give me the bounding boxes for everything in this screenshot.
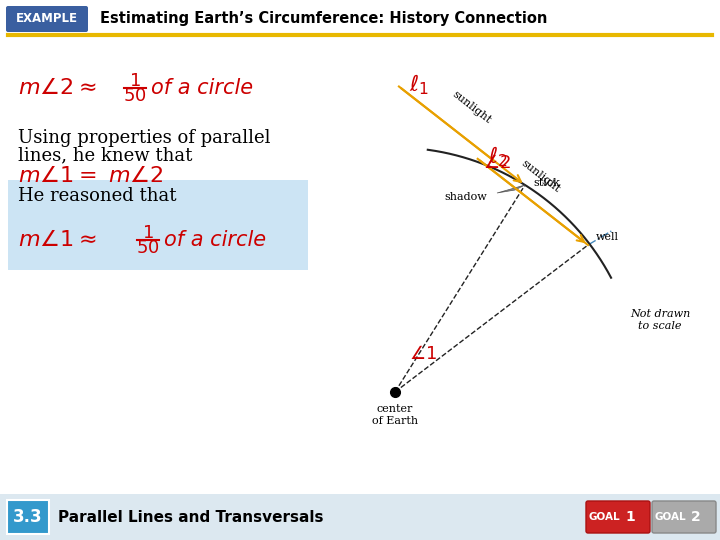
Text: $1$: $1$ bbox=[129, 72, 141, 90]
Text: sunlight: sunlight bbox=[520, 158, 562, 194]
Text: shadow: shadow bbox=[444, 192, 487, 202]
Text: 1: 1 bbox=[625, 510, 635, 524]
FancyBboxPatch shape bbox=[8, 180, 308, 270]
Text: Using properties of parallel: Using properties of parallel bbox=[18, 129, 271, 147]
Text: $\angle 1$: $\angle 1$ bbox=[409, 345, 437, 363]
FancyBboxPatch shape bbox=[0, 494, 720, 540]
Text: 3.3: 3.3 bbox=[13, 508, 42, 526]
FancyBboxPatch shape bbox=[6, 6, 88, 32]
Text: sunlight: sunlight bbox=[451, 90, 493, 126]
Text: of a circle: of a circle bbox=[164, 230, 266, 250]
Text: $m\angle 2 \approx$: $m\angle 2 \approx$ bbox=[18, 78, 96, 98]
FancyBboxPatch shape bbox=[586, 501, 650, 533]
Text: of a circle: of a circle bbox=[151, 78, 253, 98]
Text: center
of Earth: center of Earth bbox=[372, 404, 418, 426]
Text: lines, he knew that: lines, he knew that bbox=[18, 146, 192, 164]
Text: $\angle 2$: $\angle 2$ bbox=[483, 154, 511, 172]
Text: stick: stick bbox=[533, 178, 560, 188]
Text: He reasoned that: He reasoned that bbox=[18, 187, 176, 205]
Text: $m\angle 1 \approx$: $m\angle 1 \approx$ bbox=[18, 230, 96, 251]
Text: 2: 2 bbox=[691, 510, 701, 524]
Text: $50$: $50$ bbox=[123, 87, 147, 105]
Text: Parallel Lines and Transversals: Parallel Lines and Transversals bbox=[58, 510, 323, 524]
Text: Estimating Earth’s Circumference: History Connection: Estimating Earth’s Circumference: Histor… bbox=[100, 11, 547, 26]
Text: $1$: $1$ bbox=[142, 224, 154, 242]
Text: GOAL: GOAL bbox=[654, 512, 686, 522]
Text: $\ell_1$: $\ell_1$ bbox=[409, 72, 429, 97]
Text: GOAL: GOAL bbox=[588, 512, 620, 522]
FancyBboxPatch shape bbox=[7, 500, 49, 534]
FancyBboxPatch shape bbox=[652, 501, 716, 533]
Text: $\ell_2$: $\ell_2$ bbox=[487, 145, 508, 169]
Text: Not drawn
to scale: Not drawn to scale bbox=[630, 309, 690, 331]
Text: EXAMPLE: EXAMPLE bbox=[16, 12, 78, 25]
Text: $m\angle 1 = \ m\angle 2$: $m\angle 1 = \ m\angle 2$ bbox=[18, 165, 164, 186]
Text: well: well bbox=[596, 232, 619, 242]
Text: $50$: $50$ bbox=[136, 239, 160, 257]
Polygon shape bbox=[497, 185, 525, 193]
